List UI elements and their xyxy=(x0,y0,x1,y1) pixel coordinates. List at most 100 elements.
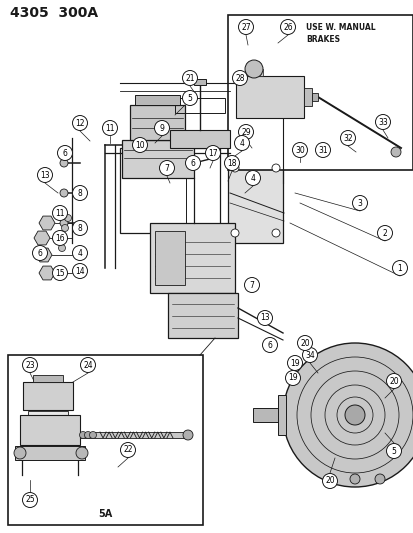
Circle shape xyxy=(238,20,253,35)
Circle shape xyxy=(52,230,67,246)
Circle shape xyxy=(271,229,279,237)
Text: 4: 4 xyxy=(250,174,255,182)
Bar xyxy=(235,76,303,118)
Text: 6: 6 xyxy=(190,158,195,167)
Circle shape xyxy=(72,246,87,261)
Circle shape xyxy=(349,474,359,484)
Text: USE W. MANUAL
BRAKES: USE W. MANUAL BRAKES xyxy=(305,23,375,44)
Text: 7: 7 xyxy=(249,280,254,289)
Circle shape xyxy=(72,185,87,200)
Circle shape xyxy=(79,432,86,439)
Bar xyxy=(175,98,224,113)
Circle shape xyxy=(292,142,307,157)
Text: 6: 6 xyxy=(38,248,43,257)
Circle shape xyxy=(386,374,401,389)
Text: 29: 29 xyxy=(241,127,250,136)
Bar xyxy=(252,408,284,422)
Bar xyxy=(15,446,85,460)
Text: 3: 3 xyxy=(357,198,361,207)
Text: 1: 1 xyxy=(396,263,401,272)
Text: 20: 20 xyxy=(299,338,309,348)
Circle shape xyxy=(33,246,47,261)
Bar xyxy=(28,411,68,418)
Circle shape xyxy=(182,91,197,106)
Circle shape xyxy=(154,120,169,135)
Text: 20: 20 xyxy=(324,477,334,486)
Text: 21: 21 xyxy=(185,74,194,83)
Bar xyxy=(277,395,285,435)
Circle shape xyxy=(375,115,389,130)
Circle shape xyxy=(244,278,259,293)
Circle shape xyxy=(159,160,174,175)
Circle shape xyxy=(224,156,239,171)
Bar xyxy=(154,231,185,285)
Bar xyxy=(150,223,235,293)
Polygon shape xyxy=(36,248,52,262)
Bar xyxy=(311,93,317,101)
Bar xyxy=(244,69,262,76)
Circle shape xyxy=(282,343,413,487)
Text: 20: 20 xyxy=(388,376,398,385)
Bar xyxy=(130,105,185,140)
Bar xyxy=(170,130,230,148)
Polygon shape xyxy=(39,216,55,230)
Circle shape xyxy=(52,206,67,221)
Polygon shape xyxy=(34,231,50,245)
Text: 8: 8 xyxy=(78,223,82,232)
Circle shape xyxy=(14,447,26,459)
Circle shape xyxy=(297,335,312,351)
Circle shape xyxy=(344,405,364,425)
Circle shape xyxy=(72,116,87,131)
Circle shape xyxy=(280,20,295,35)
Circle shape xyxy=(351,196,367,211)
Text: 13: 13 xyxy=(259,313,269,322)
Text: 22: 22 xyxy=(123,446,133,455)
Circle shape xyxy=(390,147,400,157)
Bar xyxy=(20,415,80,445)
Circle shape xyxy=(89,432,96,439)
Circle shape xyxy=(234,135,249,150)
Text: 5: 5 xyxy=(187,93,192,102)
Bar xyxy=(228,158,282,243)
Bar xyxy=(120,148,219,233)
Circle shape xyxy=(374,474,384,484)
Circle shape xyxy=(58,245,65,252)
Circle shape xyxy=(230,229,238,237)
Bar xyxy=(135,95,180,105)
Circle shape xyxy=(84,432,91,439)
Circle shape xyxy=(60,159,68,167)
Text: 18: 18 xyxy=(227,158,236,167)
Circle shape xyxy=(315,142,330,157)
Text: 11: 11 xyxy=(105,124,114,133)
Circle shape xyxy=(60,219,68,227)
Text: 14: 14 xyxy=(75,266,85,276)
Circle shape xyxy=(205,146,220,160)
Circle shape xyxy=(22,492,38,507)
Text: 12: 12 xyxy=(75,118,85,127)
Bar xyxy=(8,355,202,525)
Circle shape xyxy=(339,131,355,146)
Circle shape xyxy=(120,442,135,457)
Text: 7: 7 xyxy=(164,164,169,173)
Circle shape xyxy=(324,474,334,484)
Circle shape xyxy=(58,235,65,241)
Text: 5A: 5A xyxy=(97,509,112,519)
Text: 2: 2 xyxy=(382,229,387,238)
Circle shape xyxy=(57,146,72,160)
Circle shape xyxy=(285,370,300,385)
Bar xyxy=(80,432,188,438)
Text: 13: 13 xyxy=(40,171,50,180)
Bar xyxy=(303,88,311,106)
Circle shape xyxy=(182,70,197,85)
Text: 32: 32 xyxy=(342,133,352,142)
Circle shape xyxy=(244,60,262,78)
Text: 6: 6 xyxy=(267,341,272,350)
Text: 33: 33 xyxy=(377,117,387,126)
Text: 19: 19 xyxy=(290,359,299,367)
Circle shape xyxy=(377,225,392,240)
Text: 9: 9 xyxy=(159,124,164,133)
Circle shape xyxy=(64,214,71,222)
Text: 24: 24 xyxy=(83,360,93,369)
Text: 10: 10 xyxy=(135,141,145,149)
Circle shape xyxy=(287,356,302,370)
